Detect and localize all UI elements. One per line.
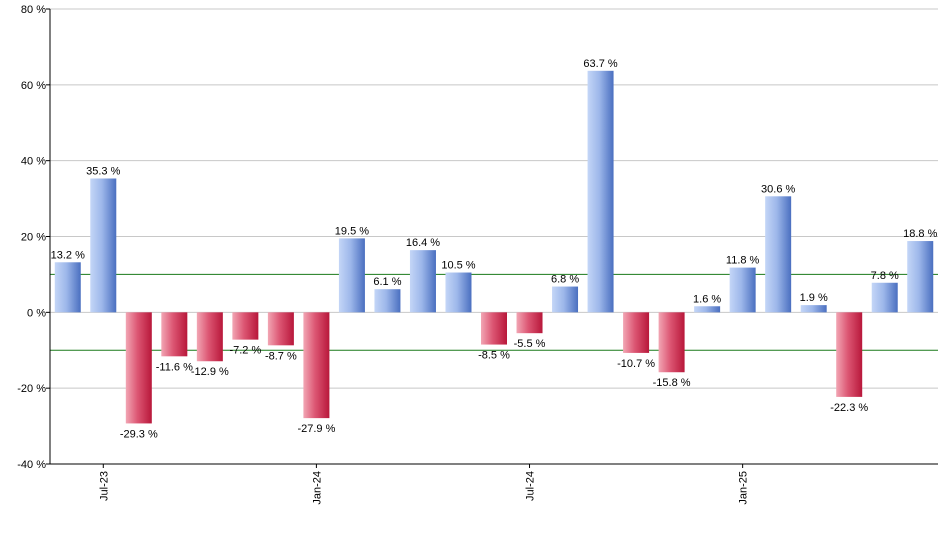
bar-positive	[694, 306, 721, 313]
data-label: 1.6 %	[693, 293, 721, 305]
bar-negative	[481, 312, 507, 345]
y-tick-label: 0 %	[27, 307, 46, 319]
data-label: 11.8 %	[726, 255, 760, 267]
bar-positive	[409, 250, 436, 313]
data-label: 35.3 %	[86, 165, 120, 177]
data-label: 13.2 %	[51, 249, 85, 261]
data-label: -8.7 %	[265, 350, 297, 362]
y-tick-label: -20 %	[17, 383, 46, 395]
bar-negative	[161, 312, 188, 357]
data-label: 30.6 %	[761, 183, 795, 195]
data-label: 6.1 %	[373, 276, 401, 288]
bar-positive	[871, 282, 898, 313]
bar-positive	[587, 70, 614, 313]
data-label: -8.5 %	[478, 350, 510, 362]
data-label: 16.4 %	[406, 237, 440, 249]
data-label: -5.5 %	[514, 338, 546, 350]
y-tick-label: 80 %	[21, 4, 46, 16]
data-label: -15.8 %	[653, 377, 691, 389]
y-tick-label: 60 %	[21, 80, 46, 92]
x-tick-labels: Jul-23 Jan-24 Jul-24 Jan-25	[98, 471, 749, 505]
bar-positive	[54, 262, 81, 313]
y-tick-label: 20 %	[21, 232, 46, 244]
data-label: -22.3 %	[830, 402, 868, 414]
bar-negative	[623, 312, 650, 353]
x-tick-label: Jul-23	[98, 471, 110, 501]
data-label: 6.8 %	[551, 274, 579, 286]
axes	[46, 8, 938, 468]
data-label: -29.3 %	[120, 428, 158, 440]
bar-positive	[729, 267, 756, 313]
data-label: -12.9 %	[191, 366, 229, 378]
bar-positive	[765, 196, 792, 313]
bar-negative	[196, 312, 223, 362]
x-tick-label: Jan-24	[311, 471, 323, 505]
bar-positive	[90, 178, 117, 313]
data-label: 63.7 %	[583, 58, 617, 70]
bar-negative	[232, 312, 259, 340]
bar-negative	[516, 312, 543, 334]
data-label: 10.5 %	[441, 260, 475, 272]
y-tick-labels: 80 % 60 % 40 % 20 % 0 % -20 % -40 %	[17, 4, 46, 471]
data-label: 18.8 %	[903, 228, 937, 240]
bar-positive	[552, 286, 579, 313]
data-label: -11.6 %	[156, 361, 193, 373]
bar-negative	[836, 312, 863, 397]
x-tick-label: Jan-25	[738, 471, 750, 505]
data-labels: 13.2 %35.3 %-29.3 %-11.6 %-12.9 %-7.2 % -…	[51, 58, 938, 441]
y-tick-label: -40 %	[17, 459, 46, 471]
bar-positive	[907, 241, 934, 313]
bar-negative	[658, 312, 685, 373]
bars	[54, 70, 934, 424]
bar-positive	[445, 272, 472, 313]
bar-positive	[800, 305, 827, 313]
data-label: -10.7 %	[617, 358, 655, 370]
bar-positive	[338, 238, 365, 313]
bar-negative	[125, 312, 152, 424]
data-label: -27.9 %	[297, 423, 335, 435]
data-label: -7.2 %	[229, 345, 261, 357]
data-label: 19.5 %	[335, 225, 369, 237]
y-tick-label: 40 %	[21, 156, 46, 168]
x-tick-label: Jul-24	[525, 471, 537, 501]
data-label: 1.9 %	[800, 292, 828, 304]
bar-negative	[267, 312, 294, 346]
data-label: 7.8 %	[871, 270, 899, 282]
bar-negative	[303, 312, 330, 419]
grid-lines	[50, 8, 938, 465]
bar-positive	[374, 289, 401, 313]
